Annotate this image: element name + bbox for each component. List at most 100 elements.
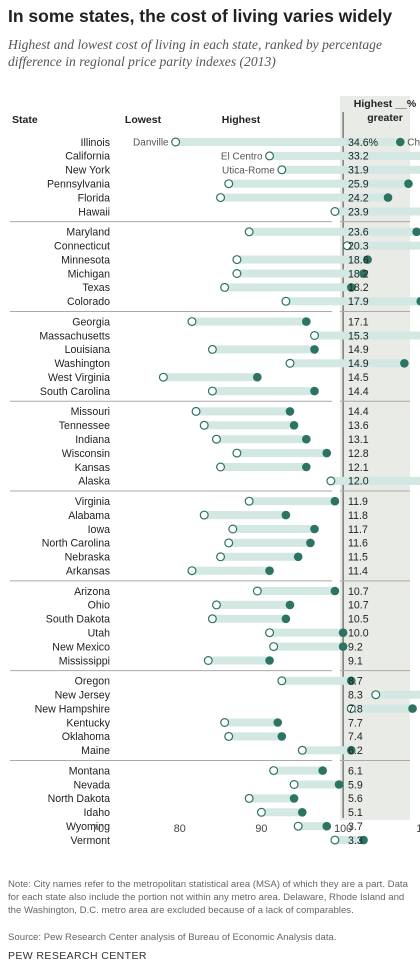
high-dot (277, 732, 287, 741)
pct-value: 11.5 (348, 552, 368, 564)
high-dot (346, 746, 356, 755)
pct-value: 14.9 (348, 344, 369, 356)
state-label: Georgia (72, 316, 110, 328)
pct-value: 11.4 (348, 566, 368, 578)
low-dot (220, 282, 230, 292)
high-dot (281, 614, 291, 624)
state-label: Tennessee (59, 420, 110, 432)
state-label: Illinois (81, 137, 110, 149)
chart-note: Note: City names refer to the metropolit… (8, 879, 408, 917)
low-dot (216, 462, 226, 472)
range-bar (257, 587, 335, 595)
high-dot (359, 835, 368, 845)
range-bar (175, 138, 401, 146)
state-label: West Virginia (48, 372, 110, 384)
low-dot (297, 745, 307, 755)
pct-value: 18.2 (348, 282, 369, 294)
state-label: Florida (78, 192, 110, 204)
low-dot (256, 807, 266, 817)
state-label: Arkansas (66, 566, 110, 578)
high-dot (400, 359, 409, 368)
range-bar (285, 297, 420, 306)
pct-value: 7.4 (348, 731, 363, 743)
high-dot (310, 524, 319, 534)
range-bar (220, 552, 299, 561)
state-label: New Hampshire (35, 703, 110, 715)
low-dot (232, 255, 242, 265)
range-bar (236, 449, 327, 458)
range-bar (314, 331, 420, 340)
range-bar (375, 690, 420, 699)
range-bar (273, 642, 344, 651)
pct-value: 33.2 (348, 151, 369, 163)
range-bar (216, 435, 307, 444)
high-city-label: Chicago (407, 138, 420, 149)
state-label: New Jersey (55, 690, 111, 702)
range-bar (249, 497, 335, 506)
state-col-header: State (12, 114, 38, 126)
high-dot (289, 421, 299, 430)
high-dot (346, 676, 356, 686)
state-label: Maryland (66, 227, 110, 239)
state-label: Kentucky (66, 717, 110, 729)
pct-value: 6.2 (348, 745, 363, 757)
low-dot (244, 793, 254, 803)
pct-value: 34.6% (348, 137, 379, 149)
pct-value: 9.1 (348, 655, 363, 667)
pct-column-bg (340, 96, 410, 820)
low-dot (207, 344, 217, 354)
state-label: South Carolina (40, 386, 110, 398)
pct-value: 12.1 (348, 462, 369, 474)
low-dot (330, 835, 340, 845)
state-label: Nebraska (65, 552, 110, 564)
pct-value: 17.9 (348, 296, 369, 308)
low-dot (265, 151, 275, 161)
low-dot (269, 642, 279, 652)
state-label: Pennsylvania (47, 179, 110, 191)
state-label: Missouri (71, 406, 110, 418)
range-bar (212, 387, 315, 396)
high-dot (416, 297, 420, 306)
low-dot (310, 331, 320, 341)
high-dot (334, 780, 344, 789)
low-dot (203, 655, 213, 665)
low-dot (265, 628, 275, 638)
state-label: Oregon (75, 676, 110, 688)
highest-col-header: Highest (222, 114, 261, 126)
pct-value: 10.7 (348, 600, 369, 612)
pct-value: 10.5 (348, 614, 369, 626)
pct-value: 12.0 (348, 476, 369, 488)
range-bar (261, 808, 303, 817)
state-label: Connecticut (54, 241, 110, 253)
range-bar (347, 241, 420, 250)
state-label: Massachusetts (39, 330, 110, 342)
range-bar (204, 511, 286, 520)
low-dot (277, 676, 287, 686)
range-bar (281, 165, 420, 174)
low-dot (228, 524, 238, 534)
high-dot (265, 656, 274, 665)
pct-value: 14.5 (348, 372, 369, 384)
pct-value: 13.6 (348, 420, 369, 432)
range-bar (334, 207, 420, 216)
state-label: Alaska (78, 476, 110, 488)
state-label: Wisconsin (62, 448, 110, 460)
low-dot (269, 766, 279, 776)
low-dot (220, 717, 230, 727)
low-dot (224, 538, 234, 548)
range-bar (269, 151, 420, 160)
high-dot (363, 255, 372, 264)
high-dot (281, 510, 291, 520)
range-bar (220, 193, 389, 202)
state-label: New Mexico (52, 641, 110, 653)
low-dot (330, 207, 340, 217)
high-dot (412, 227, 420, 237)
state-label: Wyoming (66, 821, 110, 833)
range-bar (228, 732, 282, 741)
low-dot (371, 690, 381, 700)
low-dot (191, 406, 201, 416)
chart-source: Source: Pew Research Center analysis of … (8, 932, 337, 943)
state-label: North Carolina (42, 538, 110, 550)
low-city-label: Danville (133, 138, 169, 149)
low-dot (285, 358, 295, 368)
